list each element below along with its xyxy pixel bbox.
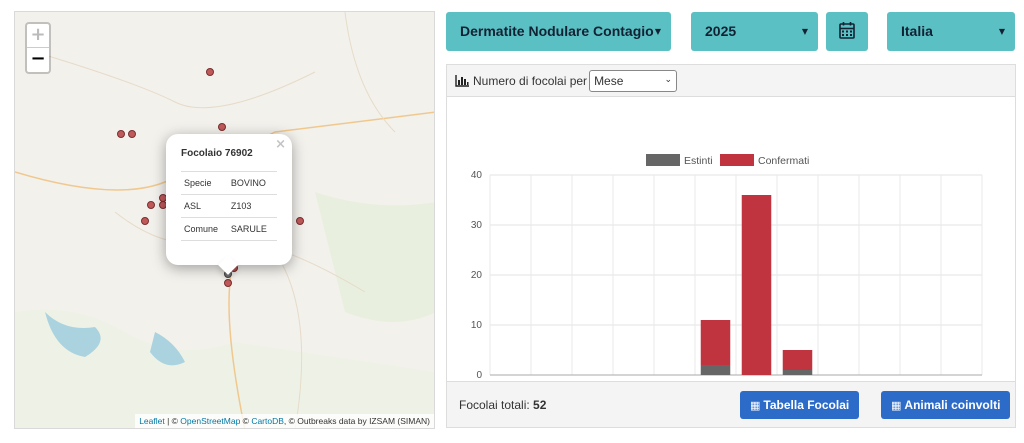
- legend-label: Confermati: [758, 155, 809, 167]
- zoom-control: + −: [25, 22, 51, 74]
- table-row: ASL Z103: [181, 194, 277, 218]
- chart-panel-label: Numero di focolai per: [473, 73, 588, 88]
- row-key: ASL: [181, 194, 228, 218]
- legend-swatch: [646, 154, 680, 166]
- total-label: Focolai totali:: [459, 398, 530, 412]
- table-row: Specie BOVINO: [181, 171, 277, 195]
- popup-close-button[interactable]: ×: [275, 137, 286, 152]
- row-value: SARULE: [227, 217, 277, 241]
- row-value: BOVINO: [227, 171, 277, 195]
- outbreak-marker[interactable]: [117, 130, 125, 138]
- map[interactable]: + − × Focolaio 76902 Specie BOVINO ASL Z…: [14, 11, 435, 429]
- legend-swatch: [720, 154, 754, 166]
- calendar-icon: [839, 22, 855, 39]
- outbreak-marker[interactable]: [128, 130, 136, 138]
- bar-chart-icon: [455, 74, 469, 87]
- year-select-label: 2025: [705, 23, 737, 39]
- chart-panel-header: Numero di focolai per Mese ⌄: [447, 65, 1015, 97]
- osm-link[interactable]: OpenStreetMap: [180, 416, 241, 426]
- region-select[interactable]: Italia ▼: [887, 12, 1015, 51]
- zoom-out-button[interactable]: −: [30, 48, 46, 69]
- year-select[interactable]: 2025 ▼: [691, 12, 818, 51]
- bar-confermati: [700, 320, 731, 365]
- attribution-text: ©: [240, 416, 252, 426]
- bar-estinti: [700, 365, 731, 375]
- table-icon: ▦: [750, 399, 761, 412]
- y-tick-label: 30: [471, 220, 483, 231]
- y-tick-label: 20: [471, 270, 483, 281]
- popup-title: Focolaio 76902: [181, 148, 253, 159]
- map-attribution: Leaflet | © OpenStreetMap © CartoDB, © O…: [135, 414, 434, 428]
- bar-estinti: [782, 370, 813, 375]
- attribution-text: , © Outbreaks data by IZSAM (SIMAN): [283, 416, 430, 426]
- chart-panel: Numero di focolai per Mese ⌄ 010203040GE…: [446, 64, 1016, 428]
- involved-animals-label: Animali coinvolti: [904, 398, 1001, 412]
- involved-animals-button[interactable]: ▦ Animali coinvolti: [881, 391, 1011, 419]
- row-value: Z103: [227, 194, 277, 218]
- outbreak-marker[interactable]: [147, 201, 155, 209]
- map-tiles: [15, 12, 434, 428]
- y-tick-label: 40: [471, 170, 483, 181]
- group-by-value: Mese: [594, 73, 624, 88]
- chart-panel-footer: Focolai totali: 52 ▦ Tabella Focolai ▦ Ani…: [447, 381, 1015, 427]
- y-tick-label: 0: [476, 370, 482, 381]
- outbreak-marker[interactable]: [141, 217, 149, 225]
- group-by-select[interactable]: Mese ⌄: [589, 69, 678, 92]
- chevron-down-icon: ⌄: [664, 74, 673, 85]
- total-value: 52: [533, 398, 547, 412]
- total-outbreaks: Focolai totali: 52: [459, 398, 546, 412]
- zoom-in-button[interactable]: +: [27, 24, 49, 48]
- caret-down-icon: ▼: [654, 27, 661, 36]
- disease-select[interactable]: Dermatite Nodulare Contagio ▼: [446, 12, 671, 51]
- carto-link[interactable]: CartoDB: [251, 416, 284, 426]
- outbreaks-table-button[interactable]: ▦ Tabella Focolai: [740, 391, 860, 419]
- outbreaks-bar-chart: 010203040GEN 25FEB 25MAR 25APR 25MAG 25G…: [471, 154, 983, 390]
- attribution-text: | ©: [164, 416, 181, 426]
- popup-details-table: Specie BOVINO ASL Z103 Comune SARULE: [181, 171, 277, 241]
- table-row: Comune SARULE: [181, 217, 277, 241]
- disease-select-label: Dermatite Nodulare Contagio: [460, 23, 654, 39]
- caret-down-icon: ▼: [801, 27, 808, 36]
- table-icon: ▦: [891, 399, 902, 412]
- outbreak-marker[interactable]: [224, 279, 232, 287]
- legend-label: Estinti: [684, 155, 713, 167]
- caret-down-icon: ▼: [998, 27, 1005, 36]
- outbreak-marker[interactable]: [206, 68, 214, 76]
- outbreaks-table-label: Tabella Focolai: [763, 398, 850, 412]
- leaflet-link[interactable]: Leaflet: [139, 416, 165, 426]
- calendar-button[interactable]: [826, 12, 868, 51]
- outbreak-marker[interactable]: [296, 217, 304, 225]
- outbreak-popup: × Focolaio 76902 Specie BOVINO ASL Z103 …: [166, 134, 292, 275]
- y-tick-label: 10: [471, 320, 483, 331]
- row-key: Specie: [181, 171, 228, 195]
- outbreak-marker[interactable]: [218, 123, 226, 131]
- bar-confermati: [741, 195, 772, 375]
- bar-confermati: [782, 350, 813, 370]
- region-select-label: Italia: [901, 23, 933, 39]
- row-key: Comune: [181, 217, 228, 241]
